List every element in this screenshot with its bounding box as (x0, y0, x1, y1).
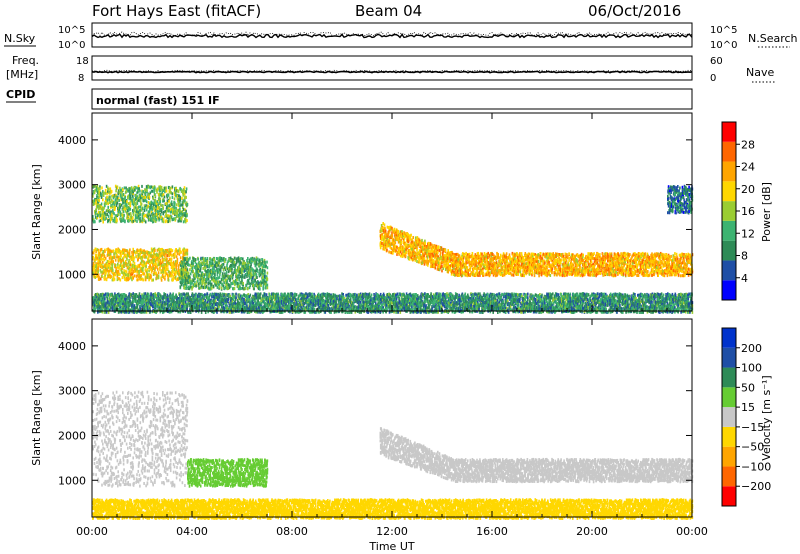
colorbar-swatch (722, 447, 736, 467)
colorbar-swatch (722, 201, 736, 221)
ytick-label: 1000 (58, 268, 86, 281)
colorbar-swatch (722, 486, 736, 506)
colorbar-swatch (722, 162, 736, 182)
power-panel: 1000 2000 3000 4000 Slant Range [km] 4 8 12 16… (30, 113, 773, 314)
nave-label: Nave (746, 66, 774, 79)
freq-tick-bottom: 8 (78, 73, 84, 84)
colorbar-tick-label: 16 (741, 205, 755, 218)
colorbar-swatch (722, 466, 736, 486)
velocity-ylabel: Slant Range [km] (30, 370, 43, 466)
freq-unit-label: [MHz] (6, 68, 38, 81)
colorbar-tick-label: 200 (741, 342, 762, 355)
colorbar-swatch (722, 122, 736, 142)
ytick-label: 4000 (58, 134, 86, 147)
colorbar-swatch (722, 221, 736, 241)
colorbar-tick-label: −200 (741, 480, 771, 493)
station-title: Fort Hays East (fitACF) (92, 2, 261, 20)
colorbar-swatch (722, 328, 736, 348)
xtick-label: 20:00 (576, 525, 608, 538)
ytick-label: 1000 (58, 474, 86, 487)
xtick-label: 12:00 (376, 525, 408, 538)
colorbar-tick-label: 8 (741, 250, 748, 263)
freq-label: Freq. (12, 54, 39, 67)
colorbar-tick-label: 4 (741, 272, 748, 285)
cpid-label: CPID (6, 88, 35, 101)
data-region-3 (380, 222, 694, 277)
colorbar-swatch (722, 241, 736, 261)
colorbar-tick-label: 24 (741, 161, 755, 174)
data-region-2 (180, 256, 269, 290)
colorbar-swatch (722, 260, 736, 280)
data-region-1 (92, 185, 188, 224)
noise-tick-left-top: 10^5 (58, 25, 85, 36)
freq-tick-top: 18 (76, 56, 89, 67)
date-title: 06/Oct/2016 (588, 2, 681, 20)
ytick-label: 3000 (58, 385, 86, 398)
ytick-label: 3000 (58, 179, 86, 192)
colorbar-tick-label: 12 (741, 227, 755, 240)
xtick-label: 04:00 (176, 525, 208, 538)
data-region-1 (187, 458, 268, 488)
power-ylabel: Slant Range [km] (30, 164, 43, 260)
data-region-2 (380, 427, 694, 483)
colorbar-swatch (722, 387, 736, 407)
colorbar-swatch (722, 280, 736, 300)
xtick-label: 00:00 (676, 525, 708, 538)
data-region-0 (92, 247, 188, 281)
velocity-panel: 1000 2000 3000 4000 Slant Range [km] 200 100… (30, 319, 773, 520)
ytick-label: 2000 (58, 223, 86, 236)
noise-tick-right-bottom: 10^0 (710, 40, 737, 51)
colorbar-tick-label: −100 (741, 460, 771, 473)
power-colorbar-label: Power [dB] (760, 182, 773, 242)
noise-tick-left-bottom: 10^0 (58, 40, 85, 51)
noise-tick-right-top: 10^5 (710, 25, 737, 36)
xtick-label: 00:00 (76, 525, 108, 538)
colorbar-swatch (722, 407, 736, 427)
colorbar-tick-label: 20 (741, 183, 755, 196)
nsky-label: N.Sky (4, 32, 36, 45)
noise-strip: 10^5 10^0 10^5 10^0 N.Sky N.Search (4, 23, 798, 51)
colorbar-swatch (722, 181, 736, 201)
beam-title: Beam 04 (355, 2, 422, 20)
colorbar-tick-label: 28 (741, 138, 755, 151)
colorbar-tick-label: 100 (741, 362, 762, 375)
colorbar-swatch (722, 427, 736, 447)
data-region-4 (667, 185, 693, 215)
nsearch-label: N.Search (748, 32, 798, 45)
velocity-colorbar-label: Velocity [m s⁻¹] (760, 375, 773, 460)
colorbar-swatch (722, 142, 736, 162)
cpid-text: normal (fast) 151 IF (96, 94, 220, 107)
xtick-label: 16:00 (476, 525, 508, 538)
x-axis-label: Time UT (368, 540, 414, 553)
ytick-label: 2000 (58, 429, 86, 442)
colorbar-swatch (722, 368, 736, 388)
xtick-label: 08:00 (276, 525, 308, 538)
data-region-0 (92, 391, 188, 488)
nave-tick-top: 60 (710, 56, 723, 67)
colorbar-swatch (722, 348, 736, 368)
nave-tick-bottom: 0 (710, 73, 716, 84)
ytick-label: 4000 (58, 340, 86, 353)
colorbar-tick-label: 15 (741, 401, 755, 414)
colorbar-tick-label: 50 (741, 381, 755, 394)
